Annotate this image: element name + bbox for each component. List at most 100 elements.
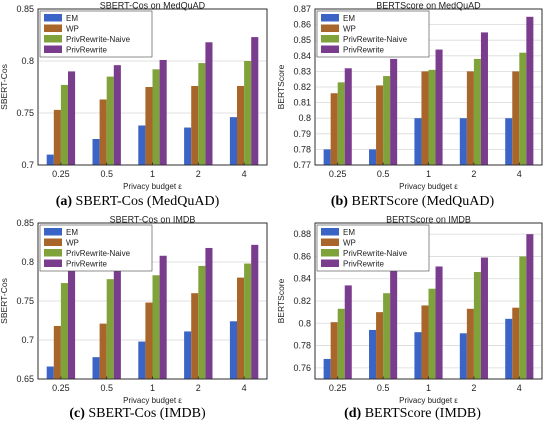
legend-label: EM (66, 14, 78, 23)
bar-em-0.5 (92, 139, 100, 165)
bar-em-4 (229, 321, 238, 379)
bar-em-0.5 (92, 357, 100, 379)
bar-privrewrite-naive-1 (152, 275, 160, 379)
x-tick-label: 2 (471, 383, 476, 393)
chart-panel-a: 0.7 0.75 0.8 0.85 0.25 0.5 1 2 4 Privacy budget ε… (0, 0, 275, 214)
x-tick-label: 0.5 (100, 169, 113, 179)
x-tick-label: 1 (426, 383, 431, 393)
chart-svg-d: 0.76 0.78 0.8 0.82 0.84 0.86 0.88 0.25 0.5 1 2 4 Pri… (276, 215, 543, 405)
legend-swatch (321, 35, 339, 43)
chart-svg-a: 0.7 0.75 0.8 0.85 0.25 0.5 1 2 4 Privacy budget ε… (0, 1, 268, 191)
bar-wp-1 (145, 302, 153, 379)
bar-em-4 (505, 318, 513, 379)
bar-wp-4 (512, 71, 520, 165)
chart-svg-c: 0.65 0.7 0.75 0.8 0.85 0.25 0.5 1 2 4 Privacy budg… (0, 215, 268, 405)
legend-label: PrivRewrite (66, 46, 107, 55)
bar-privrewrite-2 (480, 257, 488, 379)
legend-label: WP (66, 25, 79, 34)
x-tick-label: 0.5 (100, 383, 113, 393)
y-tick-label: 0.82 (293, 296, 311, 306)
bar-privrewrite-0.5 (390, 58, 398, 165)
y-tick-label: 0.78 (293, 144, 311, 154)
x-tick-label: 1 (150, 169, 155, 179)
y-axis-label: SBERT-Cos (0, 64, 9, 110)
legend-swatch (44, 228, 62, 236)
legend-label: PrivRewrite-Naive (66, 249, 131, 258)
bar-privrewrite-naive-0.5 (383, 293, 391, 379)
caption-a: (a) SBERT-Cos (MedQuAD) (55, 194, 220, 209)
x-tick-label: 2 (196, 169, 201, 179)
bar-em-1 (138, 341, 146, 379)
bar-em-1 (414, 332, 422, 379)
legend-label: EM (66, 228, 78, 237)
bar-wp-4 (512, 307, 520, 379)
bar-privrewrite-0.25 (344, 68, 352, 165)
bar-em-0.5 (369, 329, 377, 379)
bar-wp-1 (145, 87, 153, 165)
bar-em-2 (459, 333, 467, 379)
bar-privrewrite-2 (480, 32, 488, 166)
chart-title: SBERT-Cos on IMDB (110, 215, 196, 225)
bar-wp-2 (466, 71, 474, 165)
bar-em-2 (459, 118, 467, 165)
legend-swatch (44, 259, 62, 267)
x-tick-label: 4 (517, 383, 522, 393)
caption-b: (b) BERTScore (MedQuAD) (330, 194, 495, 209)
legend-swatch (44, 249, 62, 257)
legend-swatch (321, 249, 339, 257)
bar-wp-1 (421, 305, 429, 379)
y-axis-label: SBERT-Cos (0, 278, 9, 324)
legend-swatch (44, 14, 62, 22)
bar-wp-4 (237, 85, 245, 165)
bar-wp-4 (237, 277, 245, 379)
bar-privrewrite-0.5 (113, 263, 121, 379)
x-tick-label: 1 (426, 169, 431, 179)
x-axis-label: Privacy budget ε (399, 396, 458, 405)
bar-wp-2 (191, 85, 199, 165)
bar-privrewrite-naive-0.25 (60, 283, 68, 379)
legend-swatch (44, 35, 62, 43)
y-axis-label: BERTScore (276, 64, 286, 109)
bar-em-1 (138, 125, 146, 165)
bar-em-2 (184, 127, 192, 165)
y-tick-label: 0.8 (298, 318, 311, 328)
x-tick-label: 4 (242, 383, 247, 393)
bar-wp-0.5 (376, 85, 384, 165)
x-tick-label: 0.25 (52, 169, 70, 179)
legend-label: WP (66, 239, 79, 248)
bar-privrewrite-naive-1 (152, 69, 160, 165)
chart-panel-c: 0.65 0.7 0.75 0.8 0.85 0.25 0.5 1 2 4 Privacy budg… (0, 214, 275, 428)
y-tick-label: 0.7 (21, 335, 34, 345)
bar-privrewrite-naive-4 (519, 52, 527, 165)
x-axis-label: Privacy budget ε (399, 182, 458, 191)
x-tick-label: 1 (150, 383, 155, 393)
y-tick-label: 0.81 (293, 98, 311, 108)
bar-privrewrite-naive-1 (428, 288, 436, 379)
bar-privrewrite-2 (205, 42, 213, 165)
y-tick-label: 0.85 (293, 35, 311, 45)
legend-label: WP (343, 239, 356, 248)
bar-privrewrite-naive-0.25 (337, 308, 345, 379)
bar-privrewrite-1 (435, 49, 443, 166)
y-tick-label: 0.77 (293, 160, 311, 170)
chart-title: SBERT-Cos on MedQuAD (100, 1, 206, 11)
bar-privrewrite-naive-0.5 (106, 279, 114, 379)
y-tick-label: 0.75 (16, 296, 34, 306)
legend-label: WP (343, 25, 356, 34)
legend-swatch (321, 24, 339, 32)
legend-label: PrivRewrite (343, 260, 384, 269)
legend-swatch (44, 238, 62, 246)
y-tick-label: 0.87 (293, 4, 311, 14)
legend-swatch (321, 238, 339, 246)
y-tick-label: 0.86 (293, 251, 311, 261)
y-tick-label: 0.85 (16, 4, 34, 14)
legend-label: PrivRewrite-Naive (343, 249, 408, 258)
bar-em-0.5 (369, 149, 377, 165)
bar-em-0.25 (323, 149, 331, 165)
bar-privrewrite-naive-0.5 (383, 76, 391, 165)
bar-em-0.25 (46, 366, 54, 379)
bar-wp-0.5 (376, 312, 384, 379)
bar-privrewrite-naive-4 (244, 263, 252, 379)
x-tick-label: 2 (471, 169, 476, 179)
bar-privrewrite-4 (251, 244, 259, 379)
